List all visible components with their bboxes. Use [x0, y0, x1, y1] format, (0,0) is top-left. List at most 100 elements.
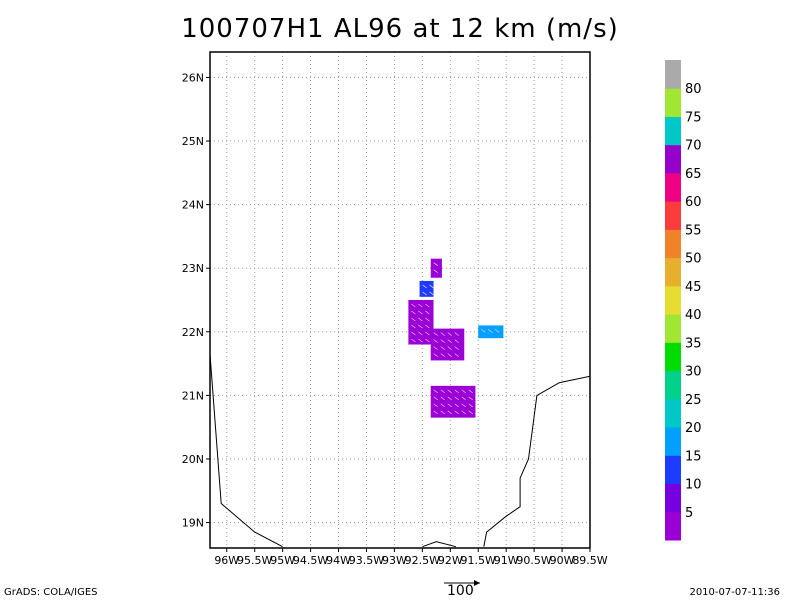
- wind-barb: [433, 346, 438, 350]
- x-tick-label: 92W: [438, 554, 463, 567]
- colorbar-segment: [665, 60, 681, 89]
- wind-barb: [440, 389, 445, 394]
- wind-barb: [429, 284, 434, 289]
- wind-barb: [433, 353, 438, 357]
- wind-barb: [447, 389, 452, 394]
- wind-barb: [461, 389, 466, 394]
- x-tick-label: 95.5W: [237, 554, 272, 567]
- colorbar-segment: [665, 398, 681, 428]
- plot-area: [209, 51, 591, 549]
- y-tick-label: 22N: [182, 326, 204, 339]
- wind-barb: [411, 324, 416, 329]
- wind-region: [430, 385, 476, 418]
- wind-barb: [425, 324, 430, 329]
- wind-barb: [447, 346, 452, 350]
- wind-barb: [440, 396, 445, 401]
- x-tick-label: 92.5W: [405, 554, 440, 567]
- wind-barb: [454, 339, 459, 343]
- colorbar-label: 65: [685, 167, 702, 182]
- wind-barb: [461, 410, 466, 415]
- colorbar-segment: [665, 229, 681, 259]
- colorbar-label: 10: [685, 478, 702, 493]
- colorbar-segment: [665, 257, 681, 287]
- colorbar-label: 55: [685, 223, 702, 238]
- x-tick-label: 96W: [214, 554, 239, 567]
- grads-credit: GrADS: COLA/IGES: [4, 587, 98, 598]
- colorbar-label: 60: [685, 195, 702, 210]
- plot-frame: [209, 51, 591, 549]
- wind-barb: [418, 317, 423, 322]
- coastline: [483, 375, 591, 547]
- wind-barb: [422, 291, 427, 296]
- wind-barb: [440, 403, 445, 408]
- wind-region: [408, 300, 434, 345]
- colorbar-segment: [665, 314, 681, 343]
- wind-barb: [411, 317, 416, 322]
- coastline: [209, 354, 283, 548]
- x-tick-label: 91.5W: [461, 554, 496, 567]
- wind-barb: [440, 339, 445, 343]
- wind-barb: [454, 353, 459, 357]
- wind-barb: [418, 338, 423, 343]
- wind-barb: [433, 269, 438, 273]
- wind-barb: [447, 403, 452, 408]
- wind-barb: [425, 317, 430, 322]
- colorbar: 5 10 15 20 25 30 35 40 45 50 55 60 65 70 75 80: [665, 60, 702, 541]
- colorbar-label: 50: [685, 252, 702, 267]
- wind-barb: [440, 353, 445, 357]
- wind-barb: [454, 396, 459, 401]
- wind-barb: [454, 389, 459, 394]
- wind-barb: [461, 396, 466, 401]
- x-tick-label: 95W: [270, 554, 295, 567]
- wind-barb: [411, 338, 416, 343]
- wind-barb: [433, 410, 438, 415]
- wind-barb: [429, 291, 434, 296]
- wind-barb: [468, 410, 473, 415]
- chart-title: 100707H1 AL96 at 12 km (m/s): [181, 14, 619, 44]
- x-tick-label: 90W: [550, 554, 575, 567]
- wind-region: [430, 258, 442, 278]
- wind-barb: [468, 389, 473, 394]
- wind-barb: [454, 410, 459, 415]
- wind-barb: [411, 310, 416, 315]
- y-tick-label: 25N: [182, 135, 204, 148]
- colorbar-segment: [665, 370, 681, 400]
- wind-barb: [440, 332, 445, 336]
- wind-barb: [422, 284, 427, 289]
- colorbar-segment: [665, 144, 681, 174]
- x-tick-label: 91W: [494, 554, 519, 567]
- colorbar-label: 5: [685, 506, 693, 521]
- wind-barb: [411, 303, 416, 308]
- colorbar-label: 70: [685, 139, 702, 154]
- coastline: [422, 541, 457, 548]
- wind-barb: [461, 403, 466, 408]
- wind-barb: [454, 346, 459, 350]
- wind-barb: [454, 332, 459, 336]
- y-tick-label: 24N: [182, 199, 204, 212]
- wind-barb: [447, 353, 452, 357]
- colorbar-segment: [665, 172, 681, 202]
- wind-barb: [447, 339, 452, 343]
- wind-barb: [468, 403, 473, 408]
- y-tick-label: 20N: [182, 453, 204, 466]
- colorbar-label: 40: [685, 308, 702, 323]
- wind-barb: [495, 329, 500, 333]
- y-tick-label: 19N: [182, 517, 204, 530]
- y-tick-label: 23N: [182, 262, 204, 275]
- wind-barb: [447, 396, 452, 401]
- x-tick-label: 89.5W: [572, 554, 607, 567]
- wind-barb: [447, 410, 452, 415]
- wind-barb: [425, 310, 430, 315]
- wind-barb: [418, 324, 423, 329]
- wind-barb: [488, 329, 493, 333]
- colorbar-segment: [665, 201, 681, 230]
- x-tick-label: 94W: [326, 554, 351, 567]
- y-tick-label: 26N: [182, 71, 204, 84]
- colorbar-segment: [665, 427, 681, 456]
- x-tick-label: 93.5W: [349, 554, 384, 567]
- wind-barb: [433, 396, 438, 401]
- colorbar-label: 25: [685, 393, 702, 408]
- wind-barb: [425, 331, 430, 336]
- wind-region: [430, 328, 465, 361]
